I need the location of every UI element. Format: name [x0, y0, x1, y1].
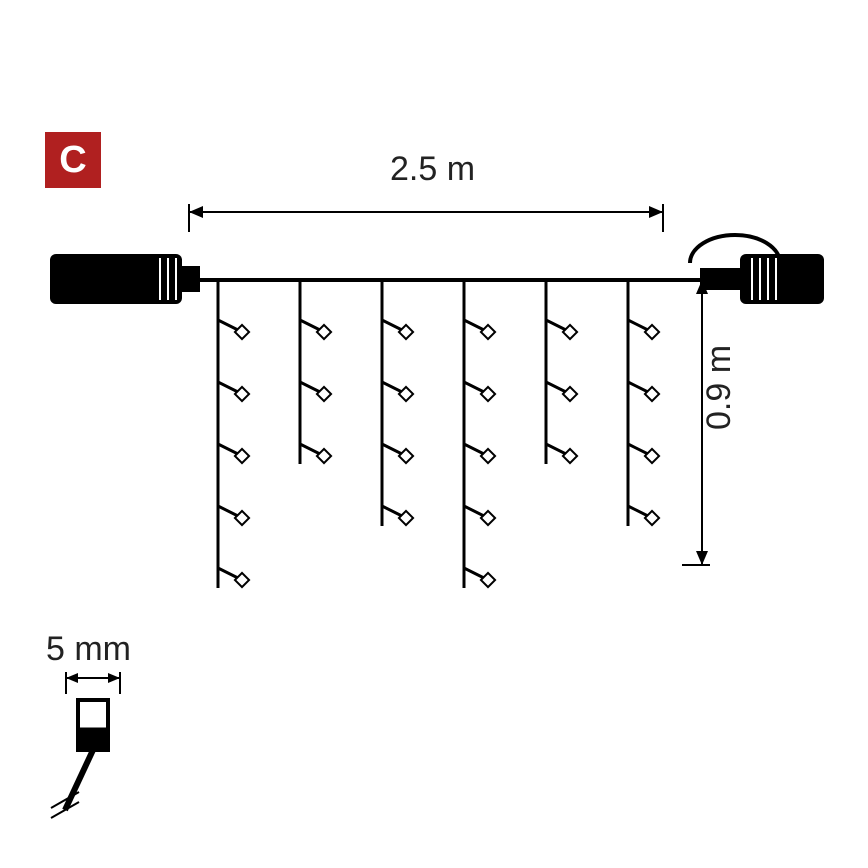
diagram-canvas [0, 0, 868, 868]
